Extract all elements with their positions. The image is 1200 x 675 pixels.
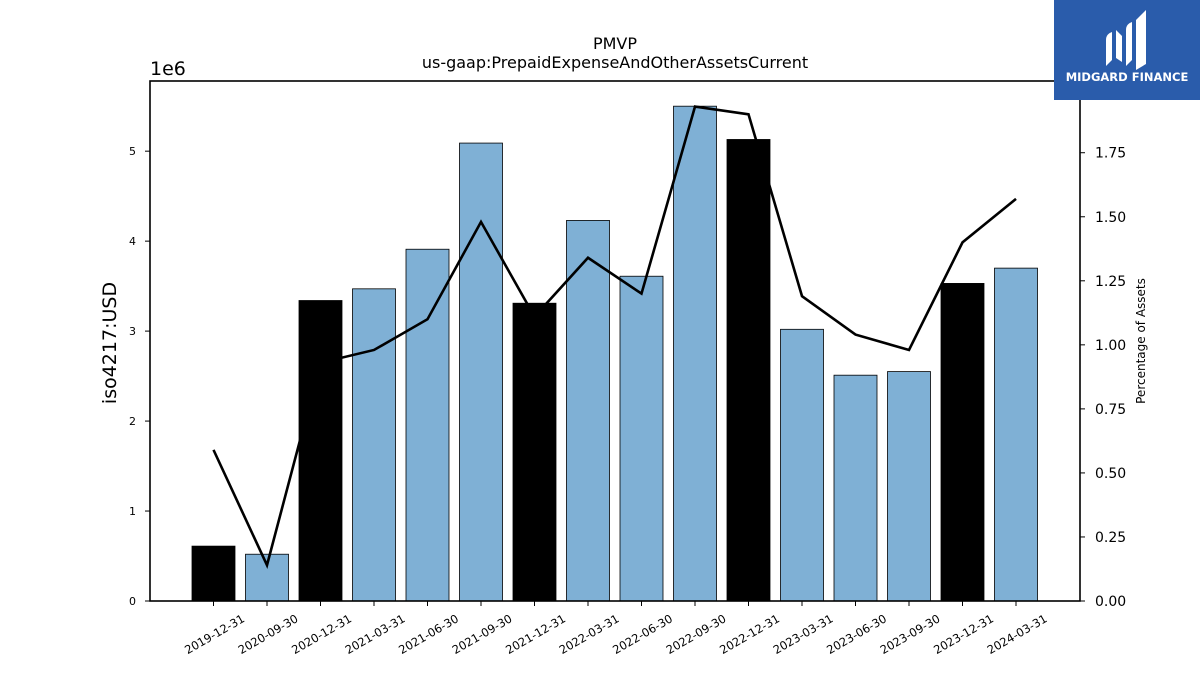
y2-tick-label: 1.25: [1095, 274, 1126, 290]
x-tick-label: 2023-12-31: [931, 611, 996, 657]
x-tick-label: 2022-12-31: [717, 611, 782, 657]
bar: [887, 371, 931, 602]
chart-subtitle: us-gaap:PrepaidExpenseAndOtherAssetsCurr…: [422, 53, 808, 72]
x-tick-label: 2021-03-31: [343, 611, 408, 657]
percentage-line-series: [212, 105, 1017, 569]
x-tick-label: 2023-06-30: [824, 611, 889, 657]
bar: [619, 275, 664, 602]
bar: [994, 267, 1038, 602]
y-tick-label: 4: [129, 235, 136, 248]
y2-tick-label: 0.25: [1095, 530, 1126, 546]
x-tick-label: 2023-03-31: [771, 611, 836, 657]
y-tick-label: 0: [129, 595, 136, 608]
y-tick-label: 5: [129, 145, 136, 158]
y2-tick-label: 1.75: [1095, 146, 1126, 162]
line-path: [212, 105, 1017, 569]
y2-tick-label: 1.50: [1095, 210, 1126, 226]
x-tick-label: 2022-06-30: [610, 611, 675, 657]
x-tick-label: 2019-12-31: [182, 611, 247, 657]
x-tick-label: 2024-03-31: [985, 611, 1050, 657]
bar-series: [191, 105, 1038, 602]
x-tick-label: 2021-06-30: [396, 611, 461, 657]
y2-tick-label: 0.75: [1095, 402, 1126, 418]
bar: [512, 302, 557, 602]
bar: [459, 142, 503, 602]
y-tick-label: 3: [129, 325, 136, 338]
bar: [726, 139, 771, 602]
x-tick-label: 2023-09-30: [878, 611, 943, 657]
chart-title: PMVP: [593, 34, 637, 53]
bar: [191, 545, 236, 602]
logo-mark-icon: [1106, 10, 1146, 70]
bar: [405, 248, 450, 602]
bar: [833, 374, 878, 602]
y2-tick-label: 0.00: [1095, 594, 1126, 610]
bar: [566, 220, 610, 602]
y2-axis-label: Percentage of Assets: [1134, 278, 1148, 404]
bar: [780, 328, 824, 602]
x-tick-label: 2022-03-31: [557, 611, 622, 657]
x-tick-label: 2021-12-31: [503, 611, 568, 657]
midgard-finance-logo: MIDGARD FINANCE: [1054, 0, 1200, 100]
x-tick-label: 2021-09-30: [450, 611, 515, 657]
y-axis-offset-label: 1e6: [150, 58, 186, 80]
y2-tick-label: 0.50: [1095, 466, 1126, 482]
logo-text: MIDGARD FINANCE: [1066, 70, 1189, 84]
y2-tick-label: 1.00: [1095, 338, 1126, 354]
bar: [352, 288, 396, 602]
bar: [298, 300, 343, 602]
y-axis-label: iso4217:USD: [99, 282, 121, 404]
x-tick-label: 2020-09-30: [236, 611, 301, 657]
y-tick-label: 1: [129, 505, 136, 518]
bar: [940, 283, 985, 602]
y-tick-label: 2: [129, 415, 136, 428]
bar: [673, 105, 717, 602]
x-tick-label: 2022-09-30: [664, 611, 729, 657]
x-tick-label: 2020-12-31: [289, 611, 354, 657]
plot-frame: [149, 80, 1081, 602]
